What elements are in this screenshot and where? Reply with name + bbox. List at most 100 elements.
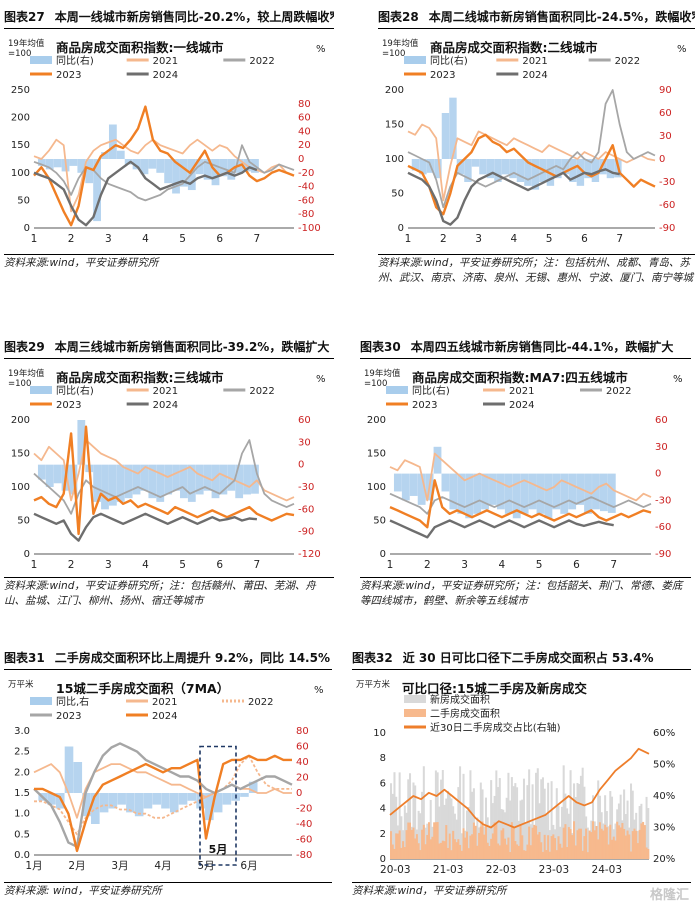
y-tick-label: 250: [11, 85, 30, 96]
area-bar: [516, 844, 519, 859]
area-bar: [528, 826, 531, 859]
y2-tick-label: 40%: [653, 791, 675, 802]
y-tick-label: 0.5: [14, 829, 30, 840]
legend-swatch: [404, 695, 426, 703]
bar: [156, 159, 165, 173]
y2-tick-label: -60: [298, 195, 314, 206]
figure-title: 图表31 二手房成交面积环比上周提升 9.2%，同比 14.5%: [4, 647, 332, 669]
y2-tick-label: 40: [296, 757, 309, 768]
area-bar: [403, 847, 406, 859]
area-bar: [500, 830, 503, 859]
bar: [126, 793, 135, 813]
area-bar: [524, 823, 527, 859]
source-note: 资料来源:wind，平安证券研究所；注：包括杭州、成都、青岛、苏州、武汉、南京、…: [378, 257, 693, 284]
area-bar: [630, 851, 633, 859]
y2-tick-label: 60: [659, 108, 672, 119]
area-bar: [472, 822, 475, 859]
y2-tick-label: 90: [659, 85, 672, 96]
area-bar: [560, 806, 563, 859]
y2-tick-label: 40: [298, 126, 311, 137]
area-bar: [436, 822, 439, 859]
legend-label: 同比(右): [430, 54, 468, 67]
area-bar: [462, 773, 465, 859]
area-bar: [631, 831, 634, 859]
area-bar: [471, 791, 474, 859]
area-bar: [478, 832, 481, 859]
bar: [531, 159, 540, 190]
annotation-box: [199, 745, 237, 866]
figure-number: 图表30: [360, 340, 401, 354]
y-tick-label: 150: [385, 120, 404, 131]
area-bar: [510, 777, 513, 859]
series-line: [33, 439, 295, 502]
area-bar: [529, 824, 532, 859]
area-bar: [514, 841, 517, 859]
bar: [520, 473, 529, 514]
figure-title: 图表32 近 30 日可比口径下二手房成交面积占 53.4%: [352, 647, 691, 669]
area-bar: [585, 828, 588, 859]
figure-title: 图表28 本周二线城市新房销售面积同比-24.5%，跌幅收窄: [378, 6, 695, 28]
area-bar: [521, 799, 524, 859]
area-bar: [441, 770, 444, 859]
y-tick-label: 50: [17, 516, 30, 527]
area-bar: [427, 822, 431, 859]
area-bar: [390, 831, 393, 859]
bar: [528, 473, 537, 510]
area-bar: [624, 835, 627, 859]
x-tick-label: 3: [105, 559, 112, 571]
area-bar: [455, 819, 458, 859]
y-tick-label: 3.0: [14, 726, 30, 737]
area-bar: [469, 835, 472, 859]
x-tick-label: 3月: [111, 860, 128, 872]
chart-title: 商品房成交面积指数:三线城市: [56, 370, 224, 385]
legend-swatch: [30, 386, 52, 394]
x-tick-label: 2: [424, 559, 431, 571]
top-rule: [4, 358, 334, 359]
y-tick-label: 50: [373, 516, 386, 527]
area-bar: [533, 824, 536, 859]
series-line: [407, 133, 656, 216]
series-line: [33, 439, 295, 515]
y2-tick-label: 0: [659, 154, 665, 165]
area-bar: [573, 821, 576, 859]
area-bar: [605, 827, 608, 859]
area-bar: [611, 796, 614, 859]
area-bar: [560, 847, 563, 859]
area-bar: [407, 779, 410, 859]
legend-label: 近30日二手房成交占比(右轴): [430, 721, 561, 734]
left-axis-unit: 万平方米: [356, 679, 391, 690]
bar: [473, 473, 482, 514]
x-tick-label: 2: [68, 233, 75, 245]
y2-tick-label: -90: [298, 527, 314, 538]
area-bar: [396, 833, 399, 859]
bar: [108, 124, 117, 159]
figure-caption: 本周四五线城市新房销售同比-44.1%，跌幅扩大: [410, 340, 674, 354]
y-tick-label: 1.5: [14, 788, 30, 799]
y2-tick-label: 20: [296, 773, 309, 784]
area-bar: [443, 841, 446, 859]
bar: [101, 464, 109, 510]
area-bar: [412, 827, 415, 859]
bottom-rule: [4, 254, 334, 255]
area-bar: [507, 837, 510, 859]
bar: [164, 159, 173, 184]
area-bar: [395, 833, 398, 859]
y2-tick-label: -80: [296, 850, 312, 861]
series-line: [33, 144, 295, 202]
bar: [169, 793, 179, 813]
area-bar: [559, 843, 562, 859]
area-bar: [450, 798, 453, 859]
x-tick-label: 3: [461, 559, 468, 571]
area-bar: [598, 822, 601, 859]
x-tick-label: 1月: [25, 860, 42, 872]
area-bar: [512, 826, 515, 859]
figure-title: 图表29 本周三线城市新房销售面积同比-39.2%，跌幅扩大: [4, 336, 334, 358]
x-tick-label: 6月: [240, 860, 257, 872]
area-bar: [497, 787, 500, 859]
bar: [132, 159, 141, 170]
bar: [108, 793, 118, 809]
area-bar: [541, 777, 544, 859]
area-bar: [443, 804, 446, 859]
bar: [591, 159, 600, 182]
area-bar: [457, 787, 460, 859]
